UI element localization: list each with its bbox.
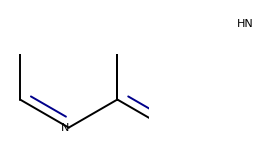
Text: N: N [61,123,70,133]
Text: HN: HN [237,19,254,29]
